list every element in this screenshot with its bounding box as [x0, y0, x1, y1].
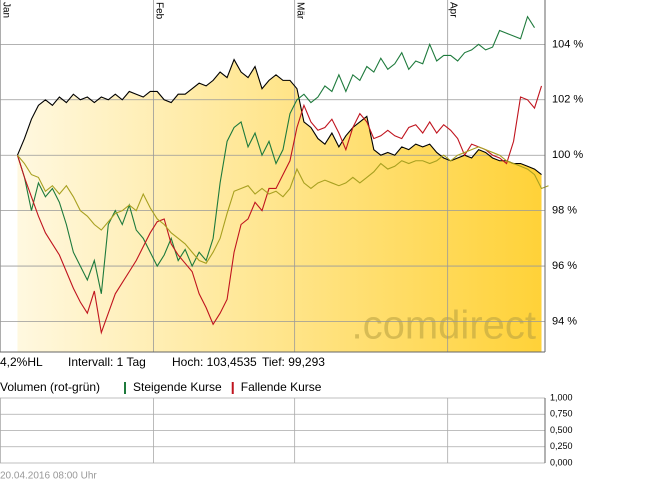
- series-line: [16, 15, 535, 294]
- x-tick-label: Jan: [0, 2, 11, 18]
- y-tick-label: 96 %: [552, 260, 577, 272]
- y-tick-label: 0,750: [550, 409, 573, 419]
- y-tick-label: 102 %: [552, 94, 583, 106]
- y-tick-label: 100 %: [552, 149, 583, 161]
- x-tick-label: Feb: [153, 2, 164, 20]
- footer: 20.04.2016 08:00 Uhr: [0, 471, 97, 482]
- legend-swatch: [231, 382, 234, 394]
- legend-swatch: [124, 382, 126, 394]
- y-tick-label: 98 %: [552, 205, 577, 217]
- info-text: Intervall: 1 Tag: [68, 355, 146, 369]
- y-tick-label: 0,250: [550, 441, 573, 451]
- x-tick-label: Apr: [448, 2, 459, 18]
- y-tick-label: 94 %: [552, 315, 577, 327]
- y-tick-label: 1,000: [550, 392, 573, 402]
- y-tick-label: 104 %: [552, 38, 583, 50]
- y-tick-label: 0,000: [550, 457, 573, 467]
- area-fill: [17, 59, 542, 353]
- series-line: [17, 146, 549, 264]
- series-line: [16, 85, 543, 335]
- x-tick-label: Mär: [295, 2, 306, 20]
- info-text: Hoch: 103,4535: [172, 355, 257, 369]
- volume-title: Volumen (rot-grün): [0, 380, 100, 394]
- info-text: 4,2%HL: [0, 355, 43, 369]
- y-tick-label: 0,500: [550, 425, 573, 435]
- series-line: [16, 58, 542, 176]
- legend-label: Fallende Kurse: [241, 380, 322, 394]
- legend-label: Steigende Kurse: [133, 380, 222, 394]
- watermark: .comdirect: [352, 304, 537, 348]
- info-text: Tief: 99,293: [262, 355, 325, 369]
